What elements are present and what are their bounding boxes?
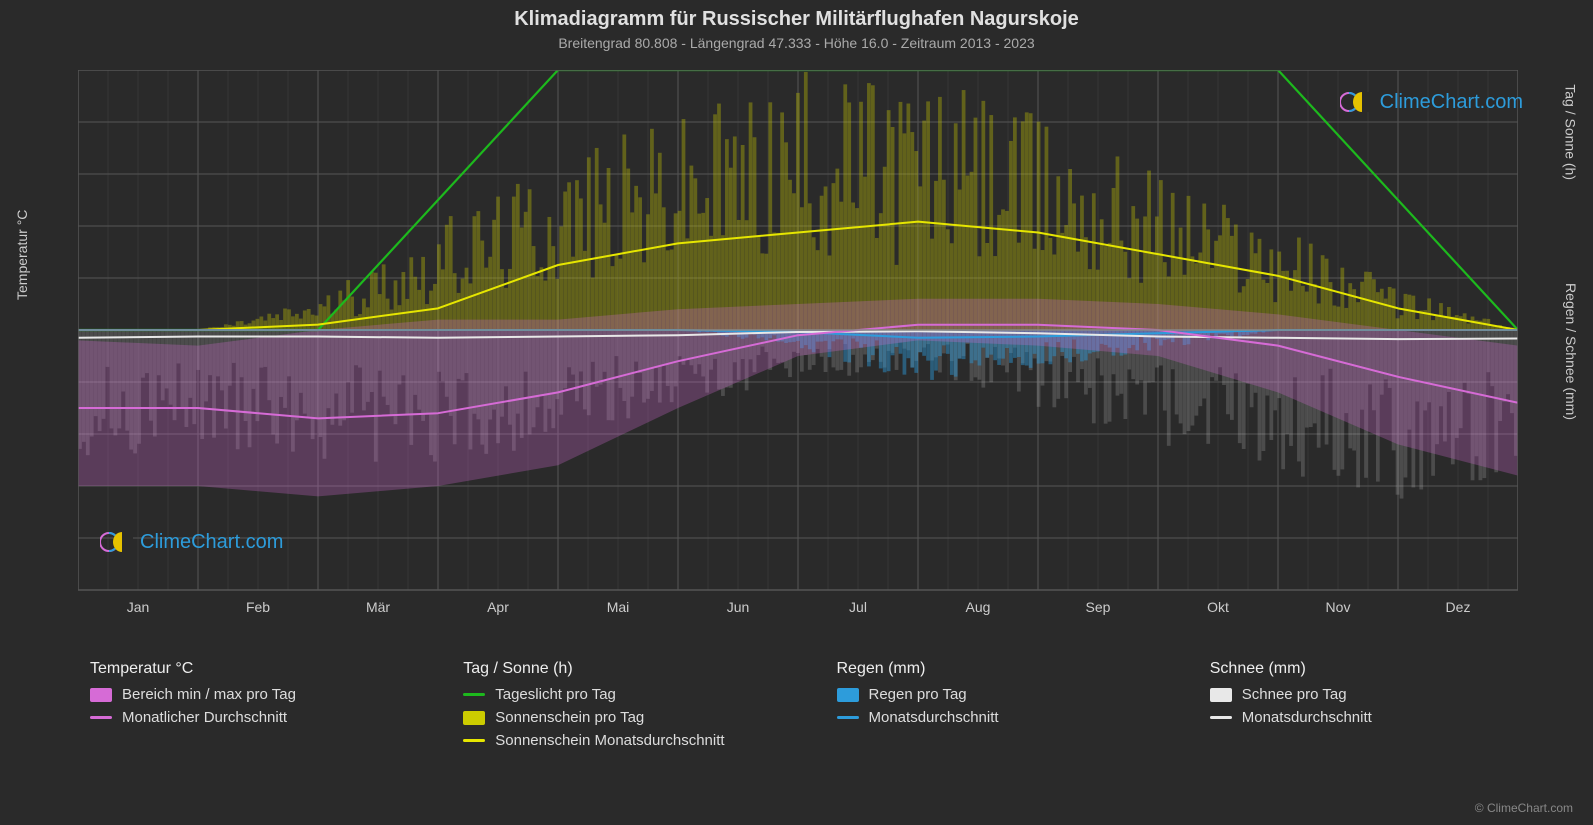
svg-text:Aug: Aug xyxy=(966,599,991,615)
y-axis-left-label: Temperatur °C xyxy=(14,210,30,300)
legend-label: Regen pro Tag xyxy=(869,686,967,703)
svg-text:Feb: Feb xyxy=(246,599,270,615)
legend-label: Tageslicht pro Tag xyxy=(495,686,616,703)
svg-text:Jun: Jun xyxy=(727,599,750,615)
legend-column: Schnee (mm) Schnee pro Tag Monatsdurchschn… xyxy=(1210,660,1553,755)
legend-swatch xyxy=(837,716,859,719)
legend-row: Monatlicher Durchschnitt xyxy=(90,709,433,726)
legend-label: Sonnenschein Monatsdurchschnitt xyxy=(495,732,724,749)
legend-column: Temperatur °C Bereich min / max pro Tag Mo… xyxy=(90,660,433,755)
legend-row: Monatsdurchschnitt xyxy=(837,709,1180,726)
legend: Temperatur °C Bereich min / max pro Tag Mo… xyxy=(90,660,1553,755)
svg-text:Nov: Nov xyxy=(1326,599,1351,615)
legend-row: Monatsdurchschnitt xyxy=(1210,709,1553,726)
legend-swatch xyxy=(463,693,485,696)
svg-text:Dez: Dez xyxy=(1446,599,1471,615)
y-axis-right-bot-label: Regen / Schnee (mm) xyxy=(1563,283,1579,420)
page-title: Klimadiagramm für Russischer Militärflug… xyxy=(0,0,1593,31)
logo-text: ClimeChart.com xyxy=(140,531,283,554)
legend-label: Schnee pro Tag xyxy=(1242,686,1347,703)
legend-swatch xyxy=(1210,688,1232,702)
climate-chart-svg: -50-40-30-20-100102030405006121824010203… xyxy=(78,70,1518,630)
legend-swatch xyxy=(90,688,112,702)
svg-text:Jul: Jul xyxy=(849,599,867,615)
svg-text:Okt: Okt xyxy=(1207,599,1229,615)
legend-column: Tag / Sonne (h) Tageslicht pro Tag Sonnens… xyxy=(463,660,806,755)
legend-row: Schnee pro Tag xyxy=(1210,686,1553,703)
chart-area: -50-40-30-20-100102030405006121824010203… xyxy=(78,70,1518,630)
legend-row: Bereich min / max pro Tag xyxy=(90,686,433,703)
svg-text:Apr: Apr xyxy=(487,599,509,615)
svg-text:Sep: Sep xyxy=(1086,599,1111,615)
legend-label: Monatsdurchschnitt xyxy=(1242,709,1372,726)
legend-head: Schnee (mm) xyxy=(1210,660,1553,678)
legend-label: Monatlicher Durchschnitt xyxy=(122,709,287,726)
legend-row: Tageslicht pro Tag xyxy=(463,686,806,703)
legend-row: Sonnenschein Monatsdurchschnitt xyxy=(463,732,806,749)
legend-swatch xyxy=(90,716,112,719)
legend-swatch xyxy=(837,688,859,702)
logo-top: ClimeChart.com xyxy=(1340,90,1523,114)
legend-row: Sonnenschein pro Tag xyxy=(463,709,806,726)
logo-bottom: ClimeChart.com xyxy=(100,530,283,554)
copyright: © ClimeChart.com xyxy=(1475,801,1573,815)
legend-row: Regen pro Tag xyxy=(837,686,1180,703)
logo-text: ClimeChart.com xyxy=(1380,91,1523,114)
legend-head: Tag / Sonne (h) xyxy=(463,660,806,678)
legend-swatch xyxy=(463,739,485,742)
page-subtitle: Breitengrad 80.808 - Längengrad 47.333 -… xyxy=(0,31,1593,57)
legend-head: Regen (mm) xyxy=(837,660,1180,678)
legend-head: Temperatur °C xyxy=(90,660,433,678)
svg-text:Jan: Jan xyxy=(127,599,150,615)
legend-label: Bereich min / max pro Tag xyxy=(122,686,296,703)
svg-text:Mär: Mär xyxy=(366,599,390,615)
svg-text:Mai: Mai xyxy=(607,599,630,615)
y-axis-right-top-label: Tag / Sonne (h) xyxy=(1563,84,1579,180)
legend-label: Sonnenschein pro Tag xyxy=(495,709,644,726)
legend-column: Regen (mm) Regen pro Tag Monatsdurchschnit… xyxy=(837,660,1180,755)
legend-swatch xyxy=(1210,716,1232,719)
legend-swatch xyxy=(463,711,485,725)
logo-icon xyxy=(100,530,134,554)
legend-label: Monatsdurchschnitt xyxy=(869,709,999,726)
logo-icon xyxy=(1340,90,1374,114)
